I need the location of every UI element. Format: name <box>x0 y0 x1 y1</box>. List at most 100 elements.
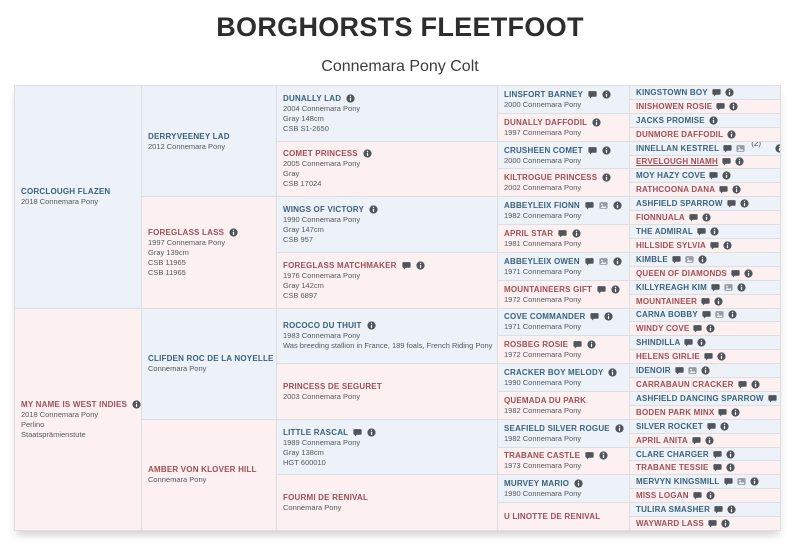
comment-icon[interactable] <box>704 352 713 361</box>
comment-icon[interactable] <box>708 519 717 528</box>
horse-name[interactable]: ABBEYLEIX FIONN <box>504 201 580 211</box>
comment-icon[interactable] <box>711 283 720 292</box>
comment-icon[interactable] <box>768 394 777 403</box>
info-icon[interactable] <box>602 145 611 155</box>
info-icon[interactable] <box>608 368 618 377</box>
horse-name[interactable]: INNELLAN KESTREL <box>636 143 720 153</box>
horse-name[interactable]: ROSBEG ROSIE <box>504 340 569 350</box>
comment-icon[interactable] <box>713 450 722 459</box>
comment-icon[interactable] <box>588 90 597 99</box>
photo-icon[interactable] <box>688 366 697 375</box>
comment-icon[interactable] <box>672 255 681 264</box>
info-icon[interactable] <box>615 424 624 433</box>
horse-name[interactable]: ASHFIELD DANCING SPARROW <box>636 393 764 403</box>
info-icon[interactable] <box>723 241 732 250</box>
horse-name[interactable]: CORCLOUGH FLAZEN <box>21 187 111 197</box>
comment-icon[interactable] <box>707 422 716 431</box>
horse-name[interactable]: FOREGLASS MATCHMAKER <box>283 260 397 270</box>
horse-name[interactable]: MOY HAZY COVE <box>636 171 706 181</box>
comment-icon[interactable] <box>719 185 728 194</box>
horse-name[interactable]: INISHOWEN ROSIE <box>636 101 713 111</box>
info-icon[interactable] <box>367 427 376 437</box>
info-icon[interactable] <box>725 463 735 473</box>
info-icon[interactable] <box>721 519 730 528</box>
info-icon[interactable] <box>732 185 741 194</box>
comment-icon[interactable] <box>353 428 362 437</box>
horse-name[interactable]: LINSFORT BARNEY <box>504 89 583 99</box>
horse-name[interactable]: U LINOTTE DE RENIVAL <box>504 512 601 522</box>
horse-name[interactable]: TRABANE CASTLE <box>504 451 581 461</box>
comment-icon[interactable] <box>718 408 728 417</box>
comment-icon[interactable] <box>402 261 411 270</box>
photo-icon[interactable] <box>685 255 694 264</box>
comment-icon[interactable] <box>558 229 567 238</box>
horse-name[interactable]: MERVYN KINGSMILL <box>636 477 720 487</box>
comment-icon[interactable] <box>701 297 710 306</box>
comment-icon[interactable] <box>716 102 725 111</box>
info-icon[interactable] <box>132 400 141 409</box>
horse-name[interactable]: JACKS PROMISE <box>636 115 705 125</box>
horse-name[interactable]: PRINCESS DE SEGURET <box>283 381 382 391</box>
horse-name[interactable]: APRIL STAR <box>504 228 554 238</box>
horse-name[interactable]: CRUSHEEN COMET <box>504 145 583 155</box>
horse-name[interactable]: FOURMI DE RENIVAL <box>283 493 369 503</box>
comment-icon[interactable] <box>588 146 597 155</box>
comment-icon[interactable] <box>590 312 600 321</box>
info-icon[interactable] <box>729 102 738 111</box>
horse-name[interactable]: SEAFIELD SILVER ROGUE <box>504 423 610 433</box>
horse-name[interactable]: FIONNUALA <box>636 213 685 223</box>
comment-icon[interactable] <box>723 144 732 153</box>
comment-icon[interactable] <box>697 227 706 236</box>
comment-icon[interactable] <box>714 505 723 514</box>
info-icon[interactable] <box>416 261 425 270</box>
horse-name[interactable]: MISS LOGAN <box>636 491 689 501</box>
photo-icon[interactable] <box>715 310 724 319</box>
horse-name[interactable]: COVE COMMANDER <box>504 312 586 322</box>
info-icon[interactable] <box>737 283 746 292</box>
horse-name[interactable]: IDENOIR <box>636 366 671 376</box>
comment-icon[interactable] <box>727 199 736 208</box>
info-icon[interactable] <box>602 173 611 182</box>
horse-name[interactable]: ABBEYLEIX OWEN <box>504 256 580 266</box>
info-icon[interactable] <box>726 449 735 459</box>
comment-icon[interactable] <box>692 436 701 445</box>
photo-icon[interactable] <box>736 477 746 486</box>
comment-icon[interactable] <box>712 88 721 97</box>
info-icon[interactable] <box>346 94 355 103</box>
photo-icon[interactable] <box>736 144 745 153</box>
horse-name[interactable]: MURVEY MARIO <box>504 479 570 489</box>
horse-name[interactable]: WINDY COVE <box>636 324 690 334</box>
horse-name[interactable]: ERVELOUGH NIAMH <box>636 157 718 167</box>
photo-icon[interactable] <box>724 283 733 292</box>
horse-name[interactable]: TRABANE TESSIE <box>636 463 709 473</box>
photo-icon[interactable] <box>599 257 608 266</box>
horse-name[interactable]: SILVER ROCKET <box>636 421 703 431</box>
horse-name[interactable]: BODEN PARK MINX <box>636 407 715 417</box>
horse-name[interactable]: COMET PRINCESS <box>283 149 358 159</box>
info-icon[interactable] <box>698 255 707 264</box>
horse-name[interactable]: ROCOCO DU THUIT <box>283 321 362 331</box>
info-icon[interactable] <box>722 171 732 180</box>
comment-icon[interactable] <box>675 366 684 375</box>
horse-name[interactable]: KILTROGUE PRINCESS <box>504 173 598 183</box>
comment-icon[interactable] <box>585 201 594 210</box>
info-icon[interactable] <box>706 491 715 500</box>
info-icon[interactable] <box>751 380 760 389</box>
horse-name[interactable]: HELENS GIRLIE <box>636 352 700 362</box>
horse-name[interactable]: LITTLE RASCAL <box>283 427 349 437</box>
horse-name[interactable]: FOREGLASS LASS <box>148 227 225 237</box>
horse-name[interactable]: CRACKER BOY MELODY <box>504 368 604 378</box>
info-icon[interactable] <box>229 228 238 237</box>
comment-icon[interactable] <box>723 477 733 486</box>
comment-icon[interactable] <box>722 157 731 166</box>
info-icon[interactable] <box>697 338 707 347</box>
info-icon[interactable] <box>727 130 736 139</box>
info-icon[interactable] <box>613 201 622 210</box>
info-icon[interactable] <box>366 321 376 330</box>
horse-name[interactable]: ASHFIELD SPARROW <box>636 199 723 209</box>
horse-name[interactable]: KILLYREAGH KIM <box>636 282 707 292</box>
info-icon[interactable] <box>717 352 726 361</box>
info-icon[interactable] <box>727 505 736 514</box>
horse-name[interactable]: KINGSTOWN BOY <box>636 87 708 97</box>
info-icon[interactable] <box>363 149 372 159</box>
